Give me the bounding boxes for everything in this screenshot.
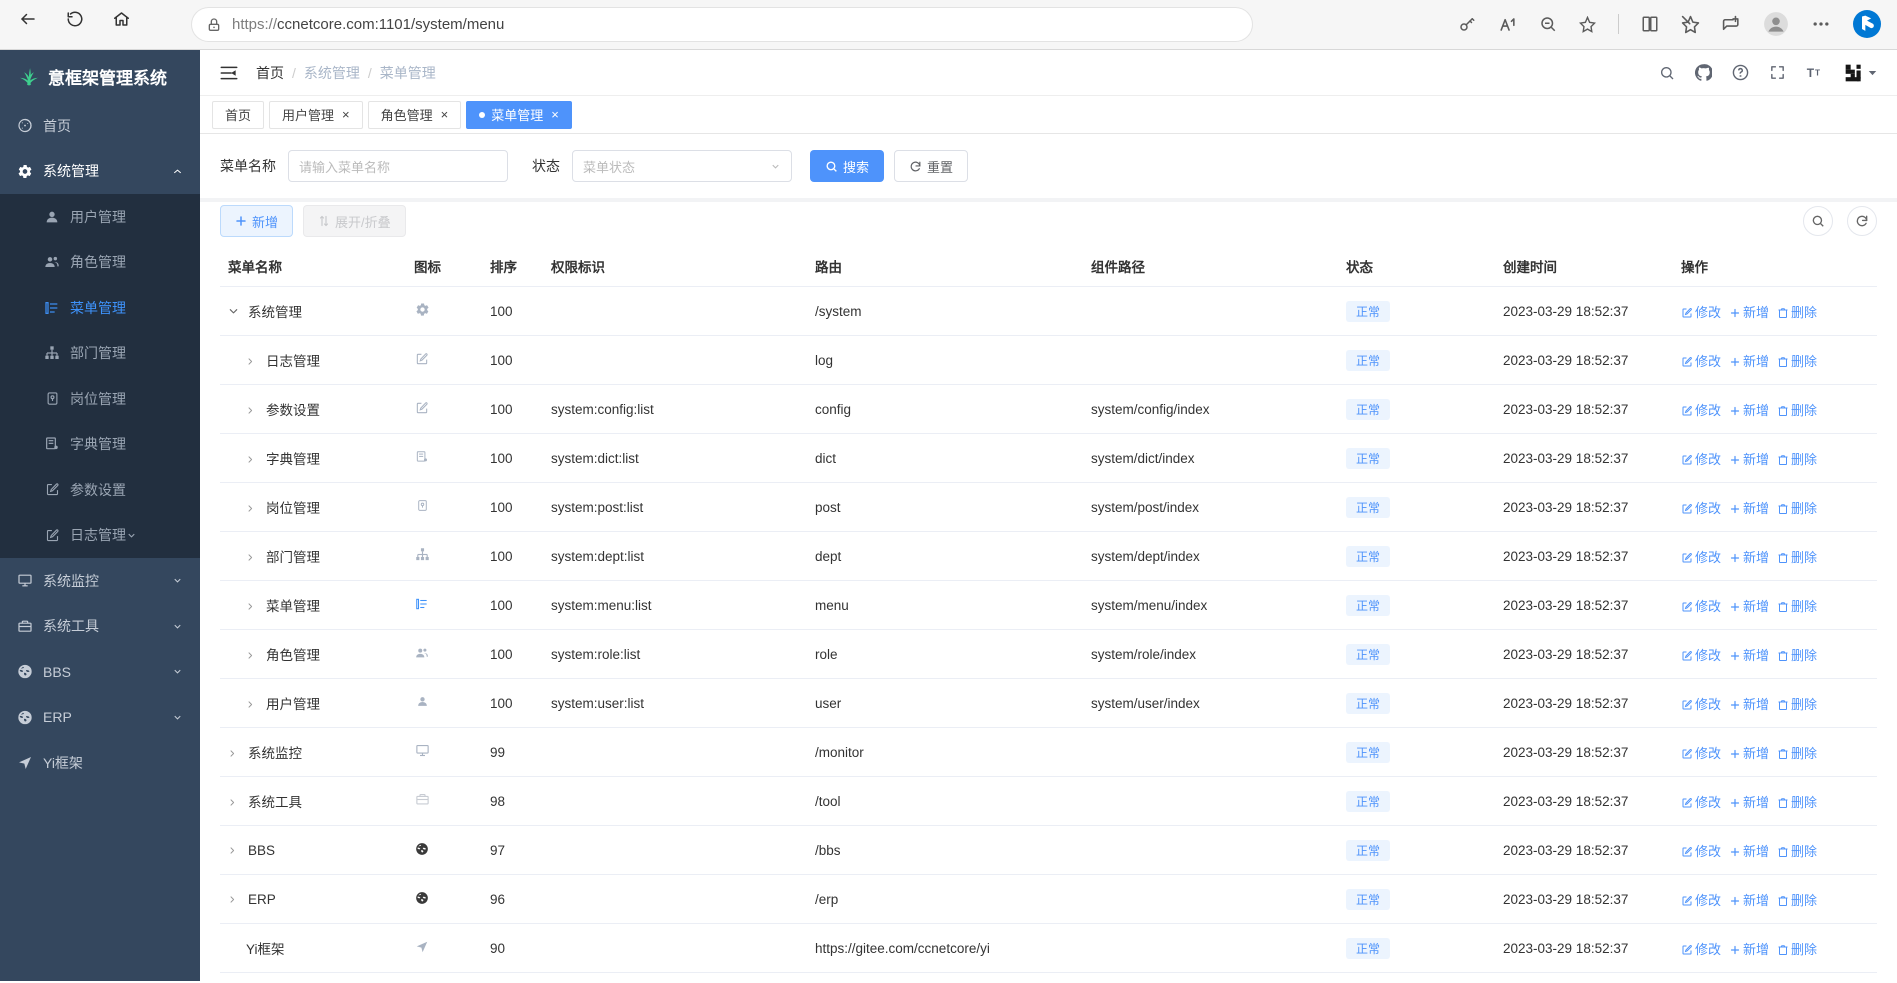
svg-text:T: T: [1815, 68, 1820, 77]
svg-text:T: T: [1807, 65, 1815, 79]
